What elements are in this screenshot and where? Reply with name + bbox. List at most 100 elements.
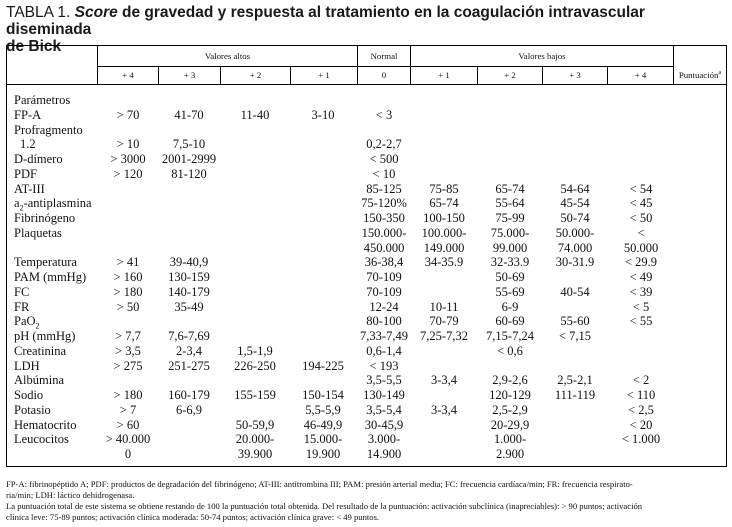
table-cell: > 275: [113, 358, 143, 373]
table-cell: 7,15-7,24: [486, 329, 534, 343]
table-cell: 32-33.9: [490, 255, 530, 270]
table-cell: 7,33-7,49: [360, 329, 408, 343]
col-header-high-3: + 3: [183, 70, 196, 80]
table-cell: 2,5-2,9: [492, 402, 528, 417]
table-cell: 10-11: [429, 299, 459, 314]
table-cell: 226-250: [234, 358, 276, 373]
col-header-low-4: + 4: [634, 70, 647, 80]
table-cell: 3-10: [311, 107, 335, 122]
table-cell: 45-54: [560, 196, 590, 211]
table-cell: 39-40,9: [169, 255, 209, 270]
table-cell: 70-79: [429, 314, 459, 329]
table-cell: 130-159: [168, 270, 210, 284]
table-cell: 36-38,4: [364, 255, 404, 270]
table-cell: 75-99: [495, 211, 525, 225]
table-cell: < 2: [632, 373, 650, 388]
col-header-puntuacion: Puntuacióna: [674, 70, 726, 80]
table-cell: 34-35.9: [424, 255, 464, 270]
column-line-0: [97, 46, 98, 84]
table-cell: 30-45,9: [364, 417, 404, 432]
row-label: Albúmina: [14, 373, 64, 388]
table-cell: 1.000-: [493, 432, 527, 447]
table-cell: 0,2-2,7: [366, 137, 402, 152]
table-cell: > 10: [116, 137, 140, 152]
column-line-3: [290, 66, 291, 84]
table-cell: 70-109: [366, 284, 402, 299]
table-cell: > 180: [113, 388, 143, 402]
table-cell: 75-120%: [361, 196, 407, 211]
table-cell: 15.000-: [303, 432, 343, 447]
table-cell: 55-60: [560, 314, 590, 329]
row-label: Potasio: [14, 402, 51, 417]
column-line-1: [158, 66, 159, 84]
table-cell: 251-275: [168, 358, 210, 373]
table-cell: > 7: [119, 402, 137, 417]
table-cell: > 180: [113, 284, 143, 299]
table-cell: < 10: [372, 166, 396, 181]
title-rest: de gravedad y respuesta al tratamiento e…: [6, 4, 645, 38]
footnote-line: ria/min; LDH: láctico dehidrogenasa.: [6, 490, 135, 500]
row-label: FP-A: [14, 107, 42, 122]
table-cell: 2,5-2,1: [557, 373, 593, 388]
row-label: Parámetros: [14, 93, 71, 107]
table-cell: 20-29,9: [490, 417, 530, 432]
row-label: LDH: [14, 358, 40, 373]
table-cell: < 193: [369, 358, 399, 373]
table-cell: > 3,5: [115, 343, 141, 358]
row-label: FR: [14, 299, 30, 314]
table-cell: 140-179: [168, 284, 210, 299]
title-line2-text: de Bick: [6, 38, 62, 55]
table-cell: 120-129: [489, 388, 531, 402]
table-cell: < 7,15: [558, 329, 592, 343]
table-cell: 11-40: [240, 107, 270, 122]
table-footnotes: FP-A: fibrinopéptido A; PDF: productos d…: [6, 479, 728, 523]
col-header-normal-0: 0: [381, 70, 387, 80]
table-cell: 2001-2999: [161, 152, 217, 166]
table-cell: 3-3,4: [430, 373, 458, 388]
score-table: Valores altos Normal Valores bajos + 4 +…: [6, 45, 727, 467]
table-cell: 54-64: [560, 181, 590, 196]
table-cell: > 160: [113, 270, 143, 284]
table-cell: 12-24: [369, 299, 399, 314]
table-cell: 3,5-5,4: [366, 402, 402, 417]
title-line-2: de Bick: [6, 38, 728, 55]
row-label: PDF: [14, 166, 37, 181]
table-cell: 0: [124, 447, 132, 461]
table-cell: 65-74: [429, 196, 459, 211]
column-line-7: [542, 66, 543, 84]
table-cell: 50-59,9: [235, 417, 275, 432]
column-line-8: [607, 66, 608, 84]
table-cell: 5,5-5,9: [305, 402, 341, 417]
table-cell: 130-149: [363, 388, 405, 402]
table-cell: 30-31.9: [555, 255, 595, 270]
table-cell: 0,6-1,4: [366, 343, 402, 358]
table-cell: < 55: [629, 314, 653, 329]
table-cell: 6-9: [501, 299, 519, 314]
table-cell: < 54: [629, 181, 653, 196]
table-cell: 100-150: [423, 211, 465, 225]
table-cell: < 20: [629, 417, 653, 432]
table-cell: 3-3,4: [430, 402, 458, 417]
title-score: Score: [74, 4, 118, 21]
table-cell: 2-3,4: [175, 343, 203, 358]
table-cell: 14.900: [366, 447, 402, 461]
group-high-header: Valores altos: [204, 51, 251, 61]
table-cell: 60-69: [495, 314, 525, 329]
table-cell: 81-120: [171, 166, 207, 181]
table-cell: < 49: [629, 270, 653, 284]
row-label: Profragmento: [14, 122, 83, 137]
table-cell: > 50: [116, 299, 140, 314]
title-prefix: TABLA 1.: [6, 4, 75, 21]
table-cell: 7,25-7,32: [420, 329, 468, 343]
table-cell: 80-100: [366, 314, 402, 329]
table-cell: 70-109: [366, 270, 402, 284]
row-label: Sodio: [14, 388, 44, 402]
column-line-5: [410, 46, 411, 84]
table-cell: 3,5-5,5: [366, 373, 402, 388]
header-divider-1: [97, 66, 673, 67]
row-label: AT-III: [14, 181, 45, 196]
table-cell: 50-74: [560, 211, 590, 225]
table-cell: < 1.000: [621, 432, 661, 447]
row-label: PAM (mmHg): [14, 270, 87, 284]
table-cell: <: [637, 225, 645, 240]
